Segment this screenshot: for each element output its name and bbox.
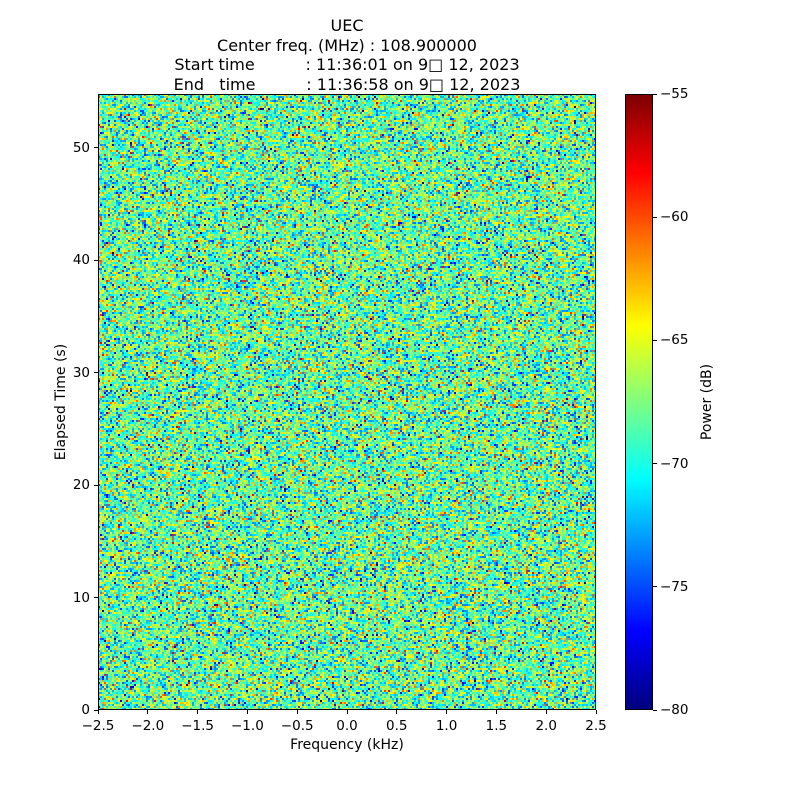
colorbar-tick-label: −60 — [660, 209, 689, 226]
y-tick-label: 50 — [72, 139, 90, 156]
x-tick-mark — [147, 710, 149, 714]
x-tick-label: 1.5 — [485, 718, 508, 734]
x-tick-mark — [446, 710, 448, 714]
header-center-freq: Center freq. (MHz) : 108.900000 — [217, 35, 477, 55]
x-tick-label: −1.5 — [181, 718, 214, 734]
x-tick-label: −0.5 — [280, 718, 314, 734]
x-tick-label: 2.5 — [585, 718, 607, 734]
colorbar-tick-label: −80 — [660, 702, 689, 718]
x-tick-label: 0.5 — [386, 718, 408, 734]
colorbar-tick-mark — [653, 93, 657, 95]
x-tick-label: −2.5 — [81, 718, 115, 734]
x-tick-mark — [97, 710, 99, 714]
colorbar-gradient — [626, 95, 652, 709]
colorbar-tick-mark — [653, 339, 657, 341]
y-tick-label: 30 — [72, 364, 90, 381]
x-tick-mark — [346, 710, 348, 714]
y-tick-label: 20 — [72, 477, 90, 494]
header-start-time: Start time : 11:36:01 on 9□ 12, 2023 — [174, 55, 520, 74]
y-tick-label: 0 — [81, 702, 90, 718]
x-tick-mark — [495, 710, 497, 714]
colorbar-tick-label: −70 — [660, 455, 689, 472]
x-tick-label: 1.0 — [435, 718, 458, 734]
y-tick-label: 40 — [72, 252, 90, 269]
y-tick-mark — [94, 484, 98, 486]
x-axis-label: Frequency (kHz) — [290, 737, 404, 753]
x-tick-mark — [246, 710, 248, 714]
colorbar-tick-mark — [653, 709, 657, 711]
x-tick-mark — [545, 710, 547, 714]
y-tick-mark — [94, 259, 98, 261]
colorbar-tick-label: −65 — [660, 332, 689, 349]
y-tick-label: 10 — [72, 589, 90, 606]
x-tick-mark — [396, 710, 398, 714]
colorbar-tick-mark — [653, 586, 657, 588]
x-tick-mark — [197, 710, 199, 714]
y-tick-mark — [94, 597, 98, 599]
x-tick-label: 2.0 — [535, 718, 557, 734]
colorbar — [625, 94, 653, 710]
x-tick-label: 0.0 — [336, 718, 358, 734]
x-tick-label: −1.0 — [231, 718, 264, 734]
colorbar-label: Power (dB) — [699, 363, 715, 441]
chart-title: UEC — [330, 16, 364, 35]
y-tick-mark — [94, 147, 98, 149]
colorbar-tick-label: −75 — [660, 578, 689, 595]
colorbar-tick-mark — [653, 463, 657, 465]
x-tick-mark — [296, 710, 298, 714]
colorbar-tick-mark — [653, 216, 657, 218]
y-axis-label: Elapsed Time (s) — [53, 343, 69, 461]
colorbar-tick-label: −55 — [660, 86, 689, 102]
y-tick-mark — [94, 709, 98, 711]
chart-header: UEC Center freq. (MHz) : 108.900000 Star… — [98, 16, 596, 94]
header-end-time: End time : 11:36:58 on 9□ 12, 2023 — [173, 74, 521, 94]
y-tick-mark — [94, 372, 98, 374]
x-tick-label: −2.0 — [131, 718, 165, 734]
x-tick-mark — [595, 710, 597, 714]
spectrogram-heatmap — [98, 94, 596, 710]
